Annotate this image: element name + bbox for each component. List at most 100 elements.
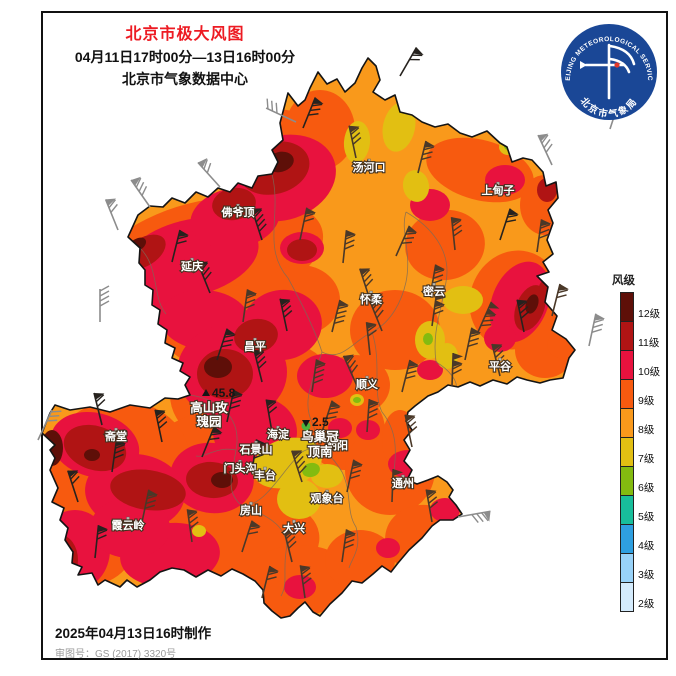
wind-barb-icon: [226, 389, 244, 423]
beijing-boundary-outline: [41, 57, 576, 619]
wind-level-region: [485, 165, 525, 195]
district-boundary-line: [139, 247, 167, 315]
wind-barb-icon: [404, 414, 418, 448]
wind-barb-icon: [265, 399, 278, 433]
wind-level-region: [192, 525, 206, 537]
station-label-multiline: 高山玫: [190, 400, 228, 415]
station-dot: [236, 203, 240, 208]
station-dot: [253, 337, 257, 342]
wind-level-region: [63, 424, 127, 472]
legend-swatch: [620, 437, 634, 467]
wind-barb-icon: [395, 225, 418, 257]
district-boundary-line: [371, 331, 396, 473]
wind-level-region: [353, 397, 361, 403]
station-label: 佛爷顶: [221, 205, 255, 219]
wind-barb-icon: [283, 529, 297, 563]
wind-barb-icon: [321, 400, 341, 433]
legend-swatch: [620, 466, 634, 496]
wind-barbs-layer: [37, 47, 629, 599]
wind-barb-icon: [130, 176, 151, 208]
wind-barb-icon: [67, 470, 80, 503]
wind-level-region: [525, 294, 539, 314]
legend-swatch: [620, 408, 634, 438]
wind-barb-icon: [431, 293, 447, 327]
legend-label: 10级: [638, 366, 661, 378]
wind-barb-icon: [342, 354, 359, 387]
wind-barb-icon: [536, 219, 552, 253]
station-dot: [367, 158, 371, 163]
station-label: 斋堂: [104, 429, 127, 443]
wind-barb-icon: [399, 47, 424, 77]
wind-level-region: [402, 170, 430, 202]
max-wind-marker-icon: [202, 389, 210, 396]
wind-barb-icon: [359, 268, 374, 301]
wind-barb-icon: [401, 359, 419, 393]
wind-barb-icon: [417, 140, 435, 174]
wind-barb-icon: [93, 392, 106, 426]
station-dot: [432, 282, 436, 287]
wind-barb-icon: [365, 322, 377, 356]
wind-barb-icon: [341, 529, 357, 563]
wind-level-region: [382, 102, 416, 152]
station-label: 霞云岭: [112, 518, 145, 532]
station-label: 顺义: [356, 377, 379, 391]
legend-swatch: [620, 350, 634, 380]
station-dot: [292, 519, 296, 524]
station-dot: [365, 375, 369, 380]
wind-barb-icon: [302, 97, 324, 129]
wind-barb-icon: [261, 565, 279, 599]
legend-swatch: [620, 524, 634, 554]
wind-level-region: [90, 498, 170, 558]
wind-level-region: [423, 333, 433, 345]
min-wind-marker-icon: [302, 420, 310, 427]
page-title: 北京市极大风图: [125, 26, 245, 43]
wind-barb-icon: [464, 327, 482, 361]
wind-barb-icon: [499, 208, 519, 241]
wind-barb-icon: [391, 468, 404, 503]
wind-barb-icon: [141, 489, 159, 523]
wind-barb-icon: [366, 399, 380, 433]
valid-period: 04月11日17时00分—13日16时00分: [74, 49, 296, 65]
wind-level-region: [417, 360, 443, 380]
station-dot: [498, 357, 502, 362]
wind-level-region: [84, 449, 100, 461]
station-label: 房山: [240, 503, 262, 517]
legend-title: 风级: [612, 275, 635, 287]
station-dot: [114, 427, 118, 432]
legend-label: 4级: [638, 540, 655, 552]
wind-vane-icon: [580, 43, 636, 100]
station-dot: [238, 459, 242, 464]
station-dot: [276, 425, 280, 430]
max-wind-value: 45.8: [212, 386, 236, 400]
wind-barb-icon: [537, 133, 553, 166]
station-label: 昌平: [244, 340, 266, 353]
wind-level-region: [328, 418, 352, 438]
wind-barb-icon: [196, 261, 212, 294]
wind-barb-icon: [451, 352, 464, 387]
wind-barb-icon: [104, 198, 119, 231]
wind-level-region: [430, 498, 460, 522]
wind-level-region: [499, 139, 517, 155]
station-dot: [263, 466, 267, 471]
wind-barb-icon: [251, 439, 267, 473]
wind-barb-icon: [201, 426, 223, 458]
station-label: 丰台: [254, 468, 276, 482]
station-label: 门头沟: [224, 461, 257, 475]
wind-barb-icon: [425, 489, 439, 523]
wind-level-region: [468, 386, 488, 398]
station-label: 通州: [392, 477, 414, 490]
wind-barb-icon: [450, 217, 463, 251]
wind-level-region: [204, 356, 232, 378]
station-label: 怀柔: [360, 292, 383, 306]
station-label: 大兴: [283, 521, 305, 535]
station-label-multiline: 鸟巢冠: [301, 429, 339, 444]
wind-level-region: [547, 331, 575, 359]
station-label: 上甸子: [482, 183, 515, 197]
wind-barb-icon: [251, 208, 267, 241]
legend-label: 7级: [638, 453, 655, 465]
wind-level-region: [287, 239, 317, 261]
wind-barb-icon: [253, 349, 267, 383]
wind-level-region: [212, 187, 256, 221]
